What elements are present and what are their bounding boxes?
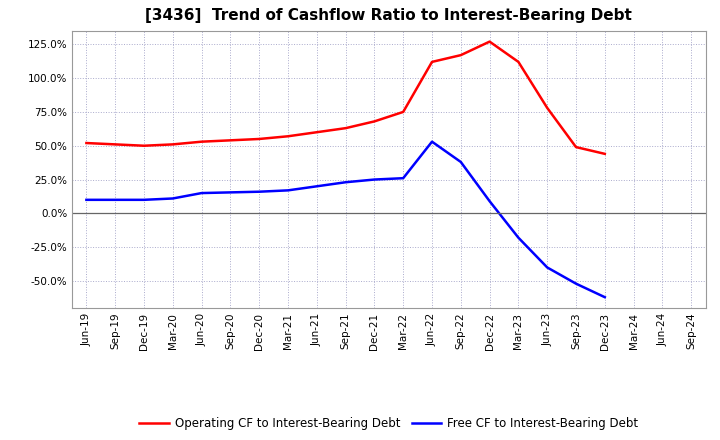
Free CF to Interest-Bearing Debt xyxy=(82,197,91,202)
Operating CF to Interest-Bearing Debt xyxy=(82,140,91,146)
Free CF to Interest-Bearing Debt xyxy=(370,177,379,182)
Operating CF to Interest-Bearing Debt xyxy=(514,59,523,65)
Free CF to Interest-Bearing Debt xyxy=(543,265,552,270)
Operating CF to Interest-Bearing Debt xyxy=(312,129,321,135)
Operating CF to Interest-Bearing Debt xyxy=(226,138,235,143)
Free CF to Interest-Bearing Debt xyxy=(341,180,350,185)
Operating CF to Interest-Bearing Debt xyxy=(485,39,494,44)
Operating CF to Interest-Bearing Debt xyxy=(399,109,408,114)
Operating CF to Interest-Bearing Debt xyxy=(255,136,264,142)
Free CF to Interest-Bearing Debt xyxy=(284,188,292,193)
Free CF to Interest-Bearing Debt xyxy=(255,189,264,194)
Operating CF to Interest-Bearing Debt xyxy=(370,119,379,124)
Free CF to Interest-Bearing Debt xyxy=(197,191,206,196)
Operating CF to Interest-Bearing Debt xyxy=(428,59,436,65)
Line: Operating CF to Interest-Bearing Debt: Operating CF to Interest-Bearing Debt xyxy=(86,42,605,154)
Free CF to Interest-Bearing Debt xyxy=(600,294,609,300)
Operating CF to Interest-Bearing Debt xyxy=(572,144,580,150)
Operating CF to Interest-Bearing Debt xyxy=(140,143,148,148)
Operating CF to Interest-Bearing Debt xyxy=(543,105,552,110)
Free CF to Interest-Bearing Debt xyxy=(485,198,494,204)
Free CF to Interest-Bearing Debt xyxy=(111,197,120,202)
Operating CF to Interest-Bearing Debt xyxy=(111,142,120,147)
Free CF to Interest-Bearing Debt xyxy=(312,183,321,189)
Free CF to Interest-Bearing Debt xyxy=(226,190,235,195)
Operating CF to Interest-Bearing Debt xyxy=(197,139,206,144)
Free CF to Interest-Bearing Debt xyxy=(399,176,408,181)
Operating CF to Interest-Bearing Debt xyxy=(341,125,350,131)
Free CF to Interest-Bearing Debt xyxy=(456,159,465,165)
Free CF to Interest-Bearing Debt xyxy=(572,281,580,286)
Free CF to Interest-Bearing Debt xyxy=(514,235,523,240)
Line: Free CF to Interest-Bearing Debt: Free CF to Interest-Bearing Debt xyxy=(86,142,605,297)
Legend: Operating CF to Interest-Bearing Debt, Free CF to Interest-Bearing Debt: Operating CF to Interest-Bearing Debt, F… xyxy=(135,413,643,435)
Free CF to Interest-Bearing Debt xyxy=(140,197,148,202)
Operating CF to Interest-Bearing Debt xyxy=(168,142,177,147)
Title: [3436]  Trend of Cashflow Ratio to Interest-Bearing Debt: [3436] Trend of Cashflow Ratio to Intere… xyxy=(145,7,632,23)
Operating CF to Interest-Bearing Debt xyxy=(456,52,465,58)
Operating CF to Interest-Bearing Debt xyxy=(284,134,292,139)
Operating CF to Interest-Bearing Debt xyxy=(600,151,609,157)
Free CF to Interest-Bearing Debt xyxy=(428,139,436,144)
Free CF to Interest-Bearing Debt xyxy=(168,196,177,201)
